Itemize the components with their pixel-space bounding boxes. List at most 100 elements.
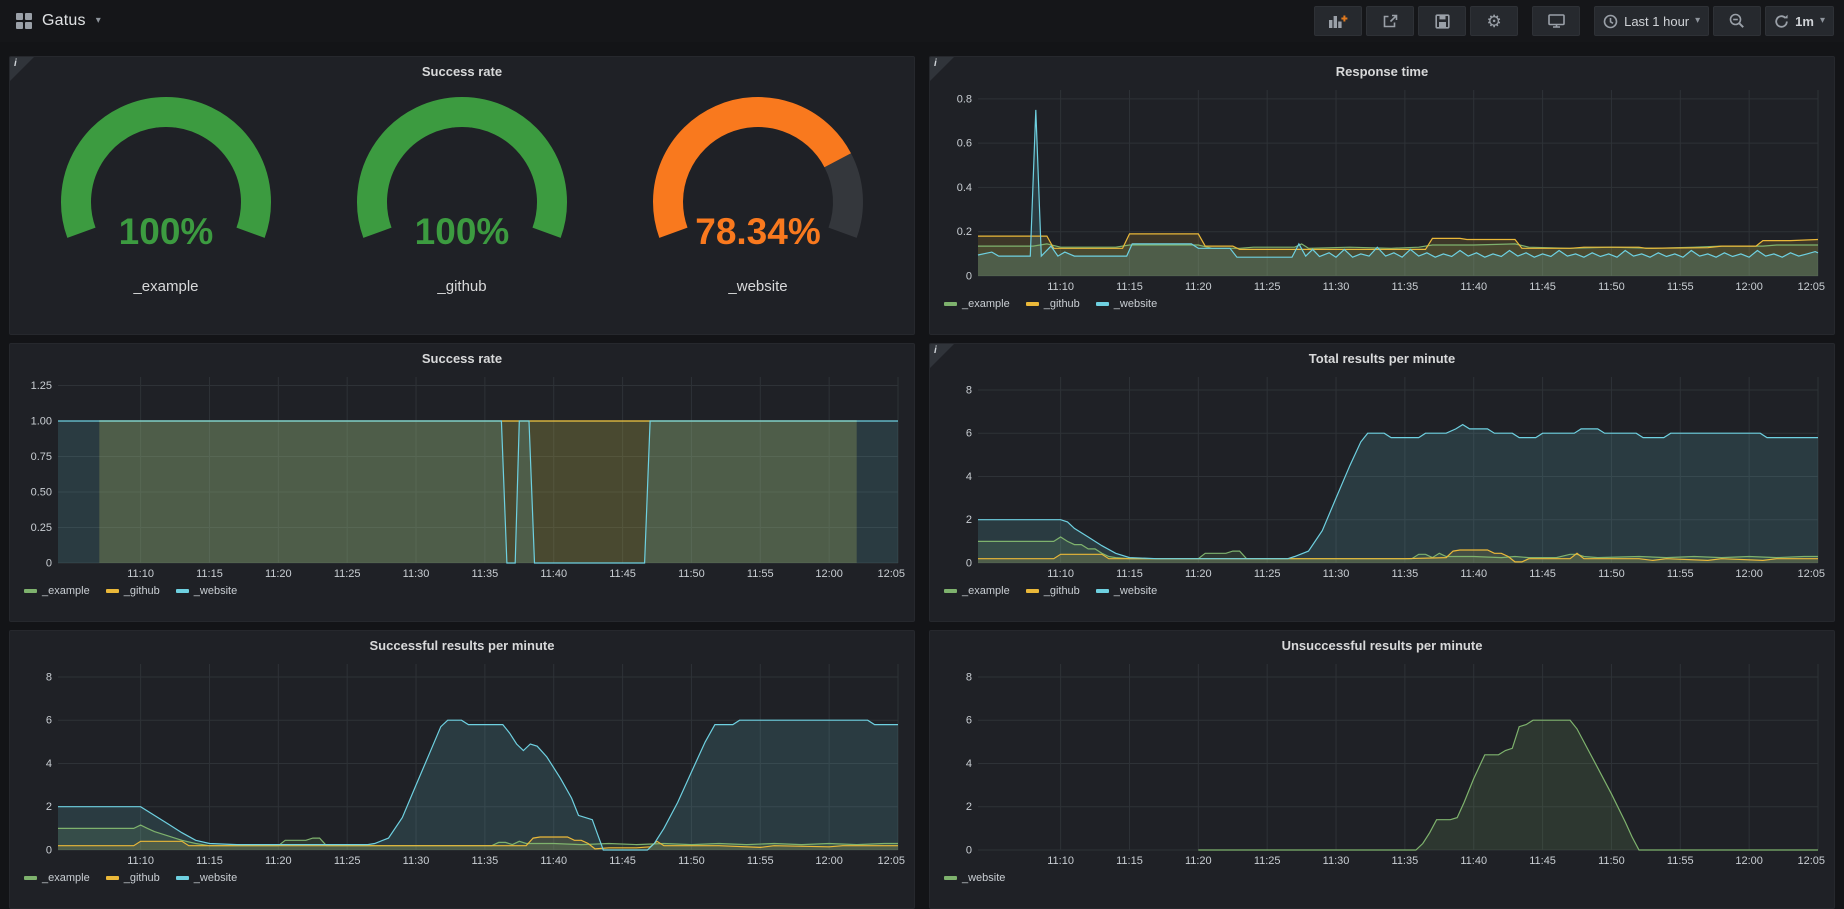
svg-text:11:20: 11:20 <box>1185 568 1212 580</box>
svg-text:6: 6 <box>46 715 52 727</box>
svg-text:11:20: 11:20 <box>1185 281 1212 293</box>
refresh-icon <box>1774 14 1789 29</box>
legend-item-_github[interactable]: _github <box>106 872 160 884</box>
svg-text:11:15: 11:15 <box>1116 568 1143 580</box>
svg-text:11:40: 11:40 <box>540 855 567 867</box>
panel-title[interactable]: Response time <box>938 57 1826 82</box>
svg-text:11:10: 11:10 <box>1047 855 1074 867</box>
panel-title[interactable]: Successful results per minute <box>18 631 906 656</box>
dashboard-title[interactable]: Gatus <box>42 12 86 30</box>
chart-legend: _website <box>938 868 1826 884</box>
svg-text:0: 0 <box>966 845 972 857</box>
panel-title[interactable]: Total results per minute <box>938 344 1826 369</box>
svg-text:0.6: 0.6 <box>957 138 972 150</box>
svg-text:11:55: 11:55 <box>1667 568 1694 580</box>
zoom-out-button[interactable] <box>1713 6 1761 36</box>
svg-text:11:50: 11:50 <box>1598 855 1625 867</box>
legend-series-name: _website <box>194 585 237 597</box>
legend-series-color <box>1026 302 1039 306</box>
clock-icon <box>1603 14 1618 29</box>
panel-success-rate-gauges: i Success rate 100%_example100%_github78… <box>9 56 915 335</box>
panel-total-results: i Total results per minute 0246811:1011:… <box>929 343 1835 622</box>
svg-text:11:55: 11:55 <box>747 568 774 580</box>
chart-legend: _example _github _website <box>938 581 1826 597</box>
legend-series-name: _website <box>962 872 1005 884</box>
legend-series-name: _github <box>1044 585 1080 597</box>
legend-series-name: _github <box>1044 298 1080 310</box>
panel-info-corner[interactable]: i <box>930 57 954 81</box>
svg-text:2: 2 <box>966 514 972 526</box>
chevron-down-icon[interactable]: ▾ <box>96 16 101 26</box>
svg-text:12:00: 12:00 <box>1735 855 1763 867</box>
svg-text:12:00: 12:00 <box>1735 568 1763 580</box>
svg-text:11:25: 11:25 <box>1254 855 1281 867</box>
chart-total-results[interactable]: 0246811:1011:1511:2011:2511:3011:3511:40… <box>938 369 1826 581</box>
dashboards-grid-icon[interactable] <box>16 13 32 29</box>
legend-item-_github[interactable]: _github <box>1026 585 1080 597</box>
legend-item-_website[interactable]: _website <box>1096 585 1157 597</box>
svg-text:0: 0 <box>966 558 972 570</box>
legend-item-_example[interactable]: _example <box>944 298 1010 310</box>
chart-unsuccessful-results[interactable]: 0246811:1011:1511:2011:2511:3011:3511:40… <box>938 656 1826 868</box>
legend-item-_website[interactable]: _website <box>176 585 237 597</box>
chart-response-time[interactable]: 00.20.40.60.811:1011:1511:2011:2511:3011… <box>938 82 1826 294</box>
legend-item-_github[interactable]: _github <box>106 585 160 597</box>
svg-text:11:50: 11:50 <box>678 568 705 580</box>
legend-item-_example[interactable]: _example <box>24 872 90 884</box>
legend-series-name: _website <box>194 872 237 884</box>
info-icon: i <box>934 58 937 69</box>
cycle-view-button[interactable] <box>1532 6 1580 36</box>
panel-info-corner[interactable]: i <box>10 57 34 81</box>
legend-item-_website[interactable]: _website <box>176 872 237 884</box>
legend-series-color <box>1096 302 1109 306</box>
gauge-series-label: _github <box>437 278 486 295</box>
gauge-row: 100%_example100%_github78.34%_website <box>18 82 906 295</box>
legend-series-color <box>944 589 957 593</box>
panel-info-corner[interactable]: i <box>930 344 954 368</box>
svg-text:11:15: 11:15 <box>1116 281 1143 293</box>
svg-text:2: 2 <box>46 801 52 813</box>
chart-successful-results[interactable]: 0246811:1011:1511:2011:2511:3011:3511:40… <box>18 656 906 868</box>
svg-text:6: 6 <box>966 715 972 727</box>
svg-text:11:35: 11:35 <box>1392 568 1419 580</box>
gear-icon: ⚙ <box>1486 13 1501 30</box>
time-range-button[interactable]: Last 1 hour ▾ <box>1594 6 1709 36</box>
panel-title[interactable]: Unsuccessful results per minute <box>938 631 1826 656</box>
save-button[interactable] <box>1418 6 1466 36</box>
legend-series-color <box>106 876 119 880</box>
panel-unsuccessful-results: Unsuccessful results per minute 0246811:… <box>929 630 1835 909</box>
chart-legend: _example _github _website <box>18 581 906 597</box>
svg-text:11:15: 11:15 <box>196 568 223 580</box>
legend-item-_github[interactable]: _github <box>1026 298 1080 310</box>
legend-item-_example[interactable]: _example <box>944 585 1010 597</box>
chart-legend: _example _github _website <box>938 294 1826 310</box>
svg-text:2: 2 <box>966 801 972 813</box>
legend-series-color <box>1096 589 1109 593</box>
legend-series-color <box>176 876 189 880</box>
navbar: Gatus ▾ ⚙ <box>0 0 1844 42</box>
panel-success-rate-graph: Success rate 00.250.500.751.001.2511:101… <box>9 343 915 622</box>
svg-text:11:40: 11:40 <box>1460 281 1487 293</box>
svg-text:11:50: 11:50 <box>1598 568 1625 580</box>
legend-series-color <box>24 876 37 880</box>
svg-text:11:55: 11:55 <box>747 855 774 867</box>
panel-title[interactable]: Success rate <box>18 57 906 82</box>
svg-text:11:30: 11:30 <box>1323 855 1350 867</box>
add-panel-button[interactable] <box>1314 6 1362 36</box>
legend-item-_example[interactable]: _example <box>24 585 90 597</box>
legend-item-_website[interactable]: _website <box>944 872 1005 884</box>
chart-success-rate[interactable]: 00.250.500.751.001.2511:1011:1511:2011:2… <box>18 369 906 581</box>
gauge-series-label: _example <box>133 278 198 295</box>
legend-series-name: _example <box>42 585 90 597</box>
legend-item-_website[interactable]: _website <box>1096 298 1157 310</box>
refresh-button[interactable]: 1m ▾ <box>1765 6 1834 36</box>
svg-text:78.34%: 78.34% <box>695 211 821 252</box>
share-button[interactable] <box>1366 6 1414 36</box>
svg-text:11:20: 11:20 <box>265 568 292 580</box>
settings-button[interactable]: ⚙ <box>1470 6 1518 36</box>
panel-title[interactable]: Success rate <box>18 344 906 369</box>
svg-text:11:35: 11:35 <box>472 568 499 580</box>
gauge-_github: 100%_github <box>322 84 602 295</box>
svg-text:11:45: 11:45 <box>609 855 636 867</box>
svg-text:12:05: 12:05 <box>1797 855 1825 867</box>
